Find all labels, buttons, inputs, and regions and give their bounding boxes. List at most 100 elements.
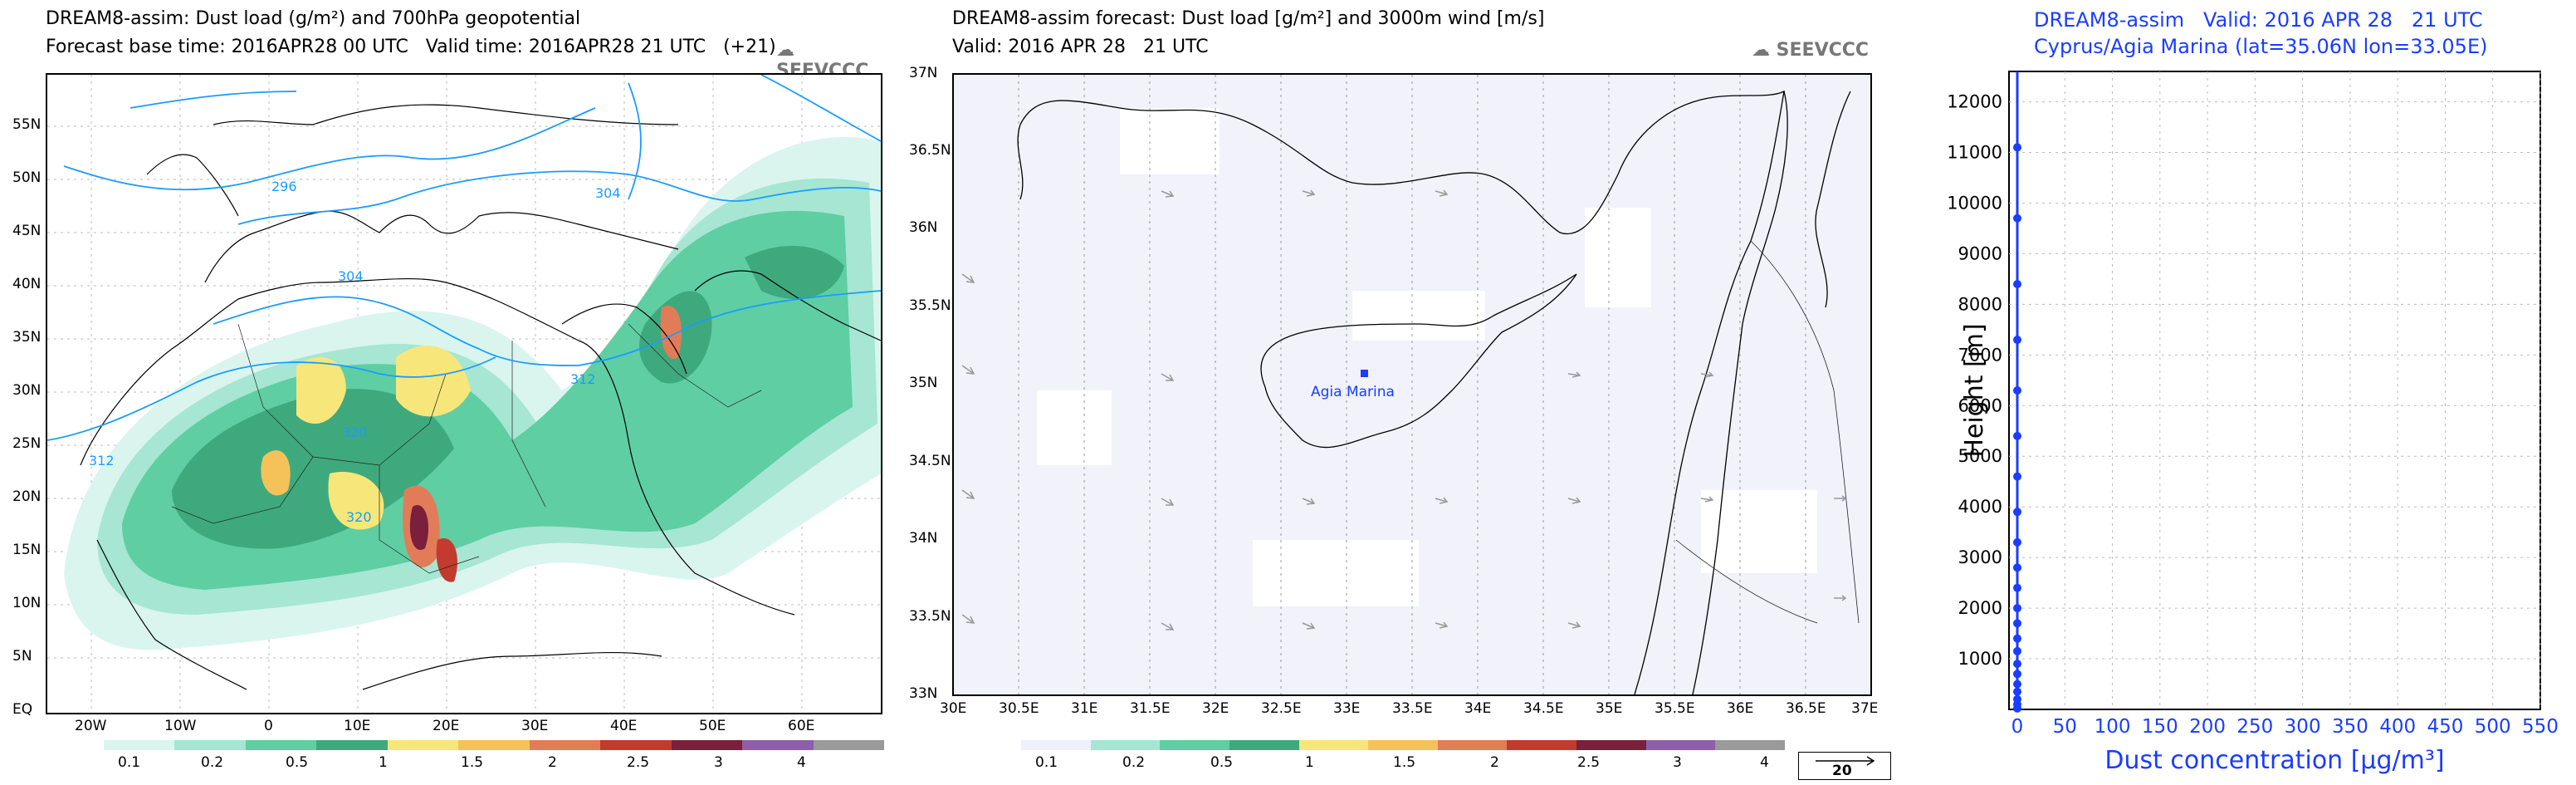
contour-label: 312 xyxy=(89,453,115,469)
y-tick-label: 7000 xyxy=(1958,345,2002,365)
profile-point xyxy=(2013,660,2021,669)
colorbar-label: 0.2 xyxy=(201,754,224,771)
x-tick-label: 0 xyxy=(2011,716,2024,738)
coastlines xyxy=(1017,90,1851,694)
lon-tick: 10W xyxy=(164,718,197,734)
colorbar-label: 1.5 xyxy=(1393,754,1416,771)
x-tick-label: 50 xyxy=(2053,716,2077,738)
cloud-icon: ☁ xyxy=(1752,40,1770,61)
lon-tick: 30E xyxy=(521,718,549,734)
profile-point xyxy=(2013,508,2021,517)
map2-subtitle: Valid: 2016 APR 28 21 UTC xyxy=(952,37,1209,57)
lon-tick: 35E xyxy=(1596,700,1623,717)
profile-x-label: Dust concentration [µg/m³] xyxy=(2104,746,2444,775)
lat-tick: 10N xyxy=(12,595,42,611)
map1-frame: 296 304 304 312 312 320 320 xyxy=(46,73,882,714)
x-tick-label: 200 xyxy=(2189,716,2226,738)
profile-point xyxy=(2013,646,2021,655)
lat-tick: 37N xyxy=(909,65,938,81)
y-tick-label: 4000 xyxy=(1958,497,2002,517)
lat-tick: 35N xyxy=(12,329,42,346)
lon-tick: 10E xyxy=(344,718,371,734)
colorbar-label: 0.5 xyxy=(1210,754,1234,771)
dust-load-map-panel: DREAM8-assim: Dust load (g/m²) and 700hP… xyxy=(0,0,888,785)
vector-reference-arrow xyxy=(1816,756,1875,766)
profile-point xyxy=(2013,213,2021,223)
station-label: Agia Marina xyxy=(1311,384,1395,400)
colorbar-label: 1 xyxy=(1305,754,1314,771)
contour-label: 320 xyxy=(342,424,368,440)
lat-tick: 33N xyxy=(909,685,938,702)
lat-tick: 50N xyxy=(12,169,42,186)
profile-point xyxy=(2013,143,2021,152)
colorbar-label: 3 xyxy=(714,754,723,771)
lat-tick: 35.5N xyxy=(909,297,951,314)
y-tick-label: 6000 xyxy=(1958,395,2002,415)
lat-tick: 5N xyxy=(12,648,32,665)
colorbar-label: 1.5 xyxy=(461,754,484,771)
profile-point xyxy=(2013,537,2021,547)
profile-y-label: Height [m] xyxy=(1960,323,1989,457)
y-tick-label: 9000 xyxy=(1958,243,2002,263)
map2-frame: Agia Marina xyxy=(952,73,1872,696)
lat-tick: 40N xyxy=(12,276,42,292)
lat-tick: EQ xyxy=(12,701,33,718)
cyprus-wind-map-panel: DREAM8-assim forecast: Dust load [g/m²] … xyxy=(897,0,1901,785)
contour-label: 320 xyxy=(346,509,372,525)
profile-point xyxy=(2013,431,2021,440)
profile-x-ticks: 0 50 100 150 200 250 300 350 400 450 500 550 xyxy=(2011,716,2559,738)
lon-tick: 31E xyxy=(1071,700,1098,717)
lat-tick: 30N xyxy=(12,382,42,399)
lon-tick: 20E xyxy=(433,718,460,734)
y-tick-label: 12000 xyxy=(1947,92,2002,112)
y-tick-label: 10000 xyxy=(1947,193,2002,213)
lon-tick: 20W xyxy=(75,718,107,734)
lon-tick: 37E xyxy=(1851,700,1879,717)
y-tick-label: 5000 xyxy=(1958,446,2002,466)
vertical-profile-panel: DREAM8-assim Valid: 2016 APR 28 21 UTC C… xyxy=(1909,0,2574,785)
colorbar-label: 0.1 xyxy=(118,754,141,771)
lon-tick: 30E xyxy=(940,700,967,717)
contour-labels: 296 304 304 312 312 320 320 xyxy=(89,179,621,525)
profile-point xyxy=(2013,670,2021,679)
x-tick-label: 400 xyxy=(2379,716,2416,738)
lat-tick: 33.5N xyxy=(909,608,951,625)
colorbar-label: 4 xyxy=(797,754,806,771)
lat-tick: 35N xyxy=(909,375,938,391)
lon-tick: 32.5E xyxy=(1261,700,1302,717)
profile-point xyxy=(2013,694,2021,704)
lon-tick: 36.5E xyxy=(1786,700,1826,717)
colorbar-label: 4 xyxy=(1760,754,1769,771)
colorbar-label: 0.2 xyxy=(1122,754,1146,771)
x-tick-label: 500 xyxy=(2475,716,2511,738)
dust-load-shading xyxy=(64,137,881,650)
lat-tick: 25N xyxy=(12,435,42,452)
lon-tick: 0 xyxy=(264,718,273,734)
y-tick-label: 1000 xyxy=(1958,649,2002,669)
colorbar-label: 2.5 xyxy=(627,754,650,771)
lat-tick: 45N xyxy=(12,223,42,239)
geopotential-contours xyxy=(47,75,881,441)
colorbar-label: 1 xyxy=(379,754,388,771)
colorbar-label: 2 xyxy=(548,754,557,771)
lat-tick: 55N xyxy=(12,116,42,133)
map1-canvas: 296 304 304 312 312 320 320 xyxy=(47,75,881,713)
map1-colorbar xyxy=(104,740,884,750)
x-tick-label: 350 xyxy=(2332,716,2368,738)
y-tick-label: 8000 xyxy=(1958,294,2002,314)
profile-point xyxy=(2013,336,2021,345)
x-tick-label: 250 xyxy=(2236,716,2273,738)
profile-series xyxy=(2013,71,2021,713)
lon-tick: 60E xyxy=(788,718,815,734)
profile-point xyxy=(2013,604,2021,613)
contour-label: 296 xyxy=(271,179,297,194)
wind-arrows xyxy=(961,189,1847,630)
lat-tick: 15N xyxy=(12,542,42,558)
contour-label: 304 xyxy=(595,185,621,201)
profile-point xyxy=(2013,472,2021,481)
map2-title: DREAM8-assim forecast: Dust load [g/m²] … xyxy=(952,8,1545,29)
vector-reference: 20 xyxy=(1798,752,1891,780)
colorbar-label: 2.5 xyxy=(1577,754,1601,771)
colorbar-label: 0.5 xyxy=(286,754,309,771)
seevccc-logo-text: SEEVCCC xyxy=(1776,40,1870,61)
